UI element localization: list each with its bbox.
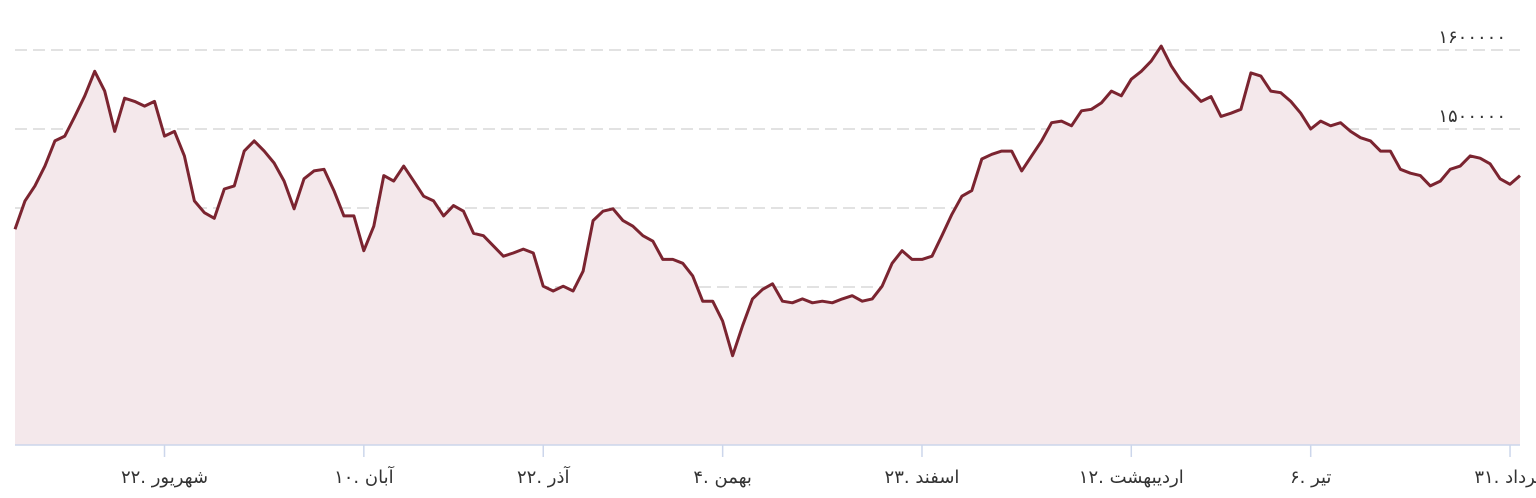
x-tick-label: ۴. بهمن xyxy=(693,467,752,488)
x-tick-label: ۲۳. اسفند xyxy=(885,467,960,488)
x-tick-label: ۳۱. مرداد xyxy=(1474,467,1536,488)
x-tick-label: ۲۲. آذر xyxy=(517,465,570,488)
price-line xyxy=(13,44,1521,358)
x-tick-label: ۱۲. اردیبهشت xyxy=(1079,467,1184,488)
area-fill xyxy=(15,46,1520,445)
x-tick-label: ۲۲. شهریور xyxy=(121,467,208,488)
x-tick-label: ۱۰. آبان xyxy=(334,465,394,488)
y-tick-label: ۱۵۰۰۰۰۰ xyxy=(1438,106,1506,127)
y-tick-label: ۱۶۰۰۰۰۰ xyxy=(1438,27,1506,48)
x-tick-label: ۶. تیر xyxy=(1290,467,1332,488)
